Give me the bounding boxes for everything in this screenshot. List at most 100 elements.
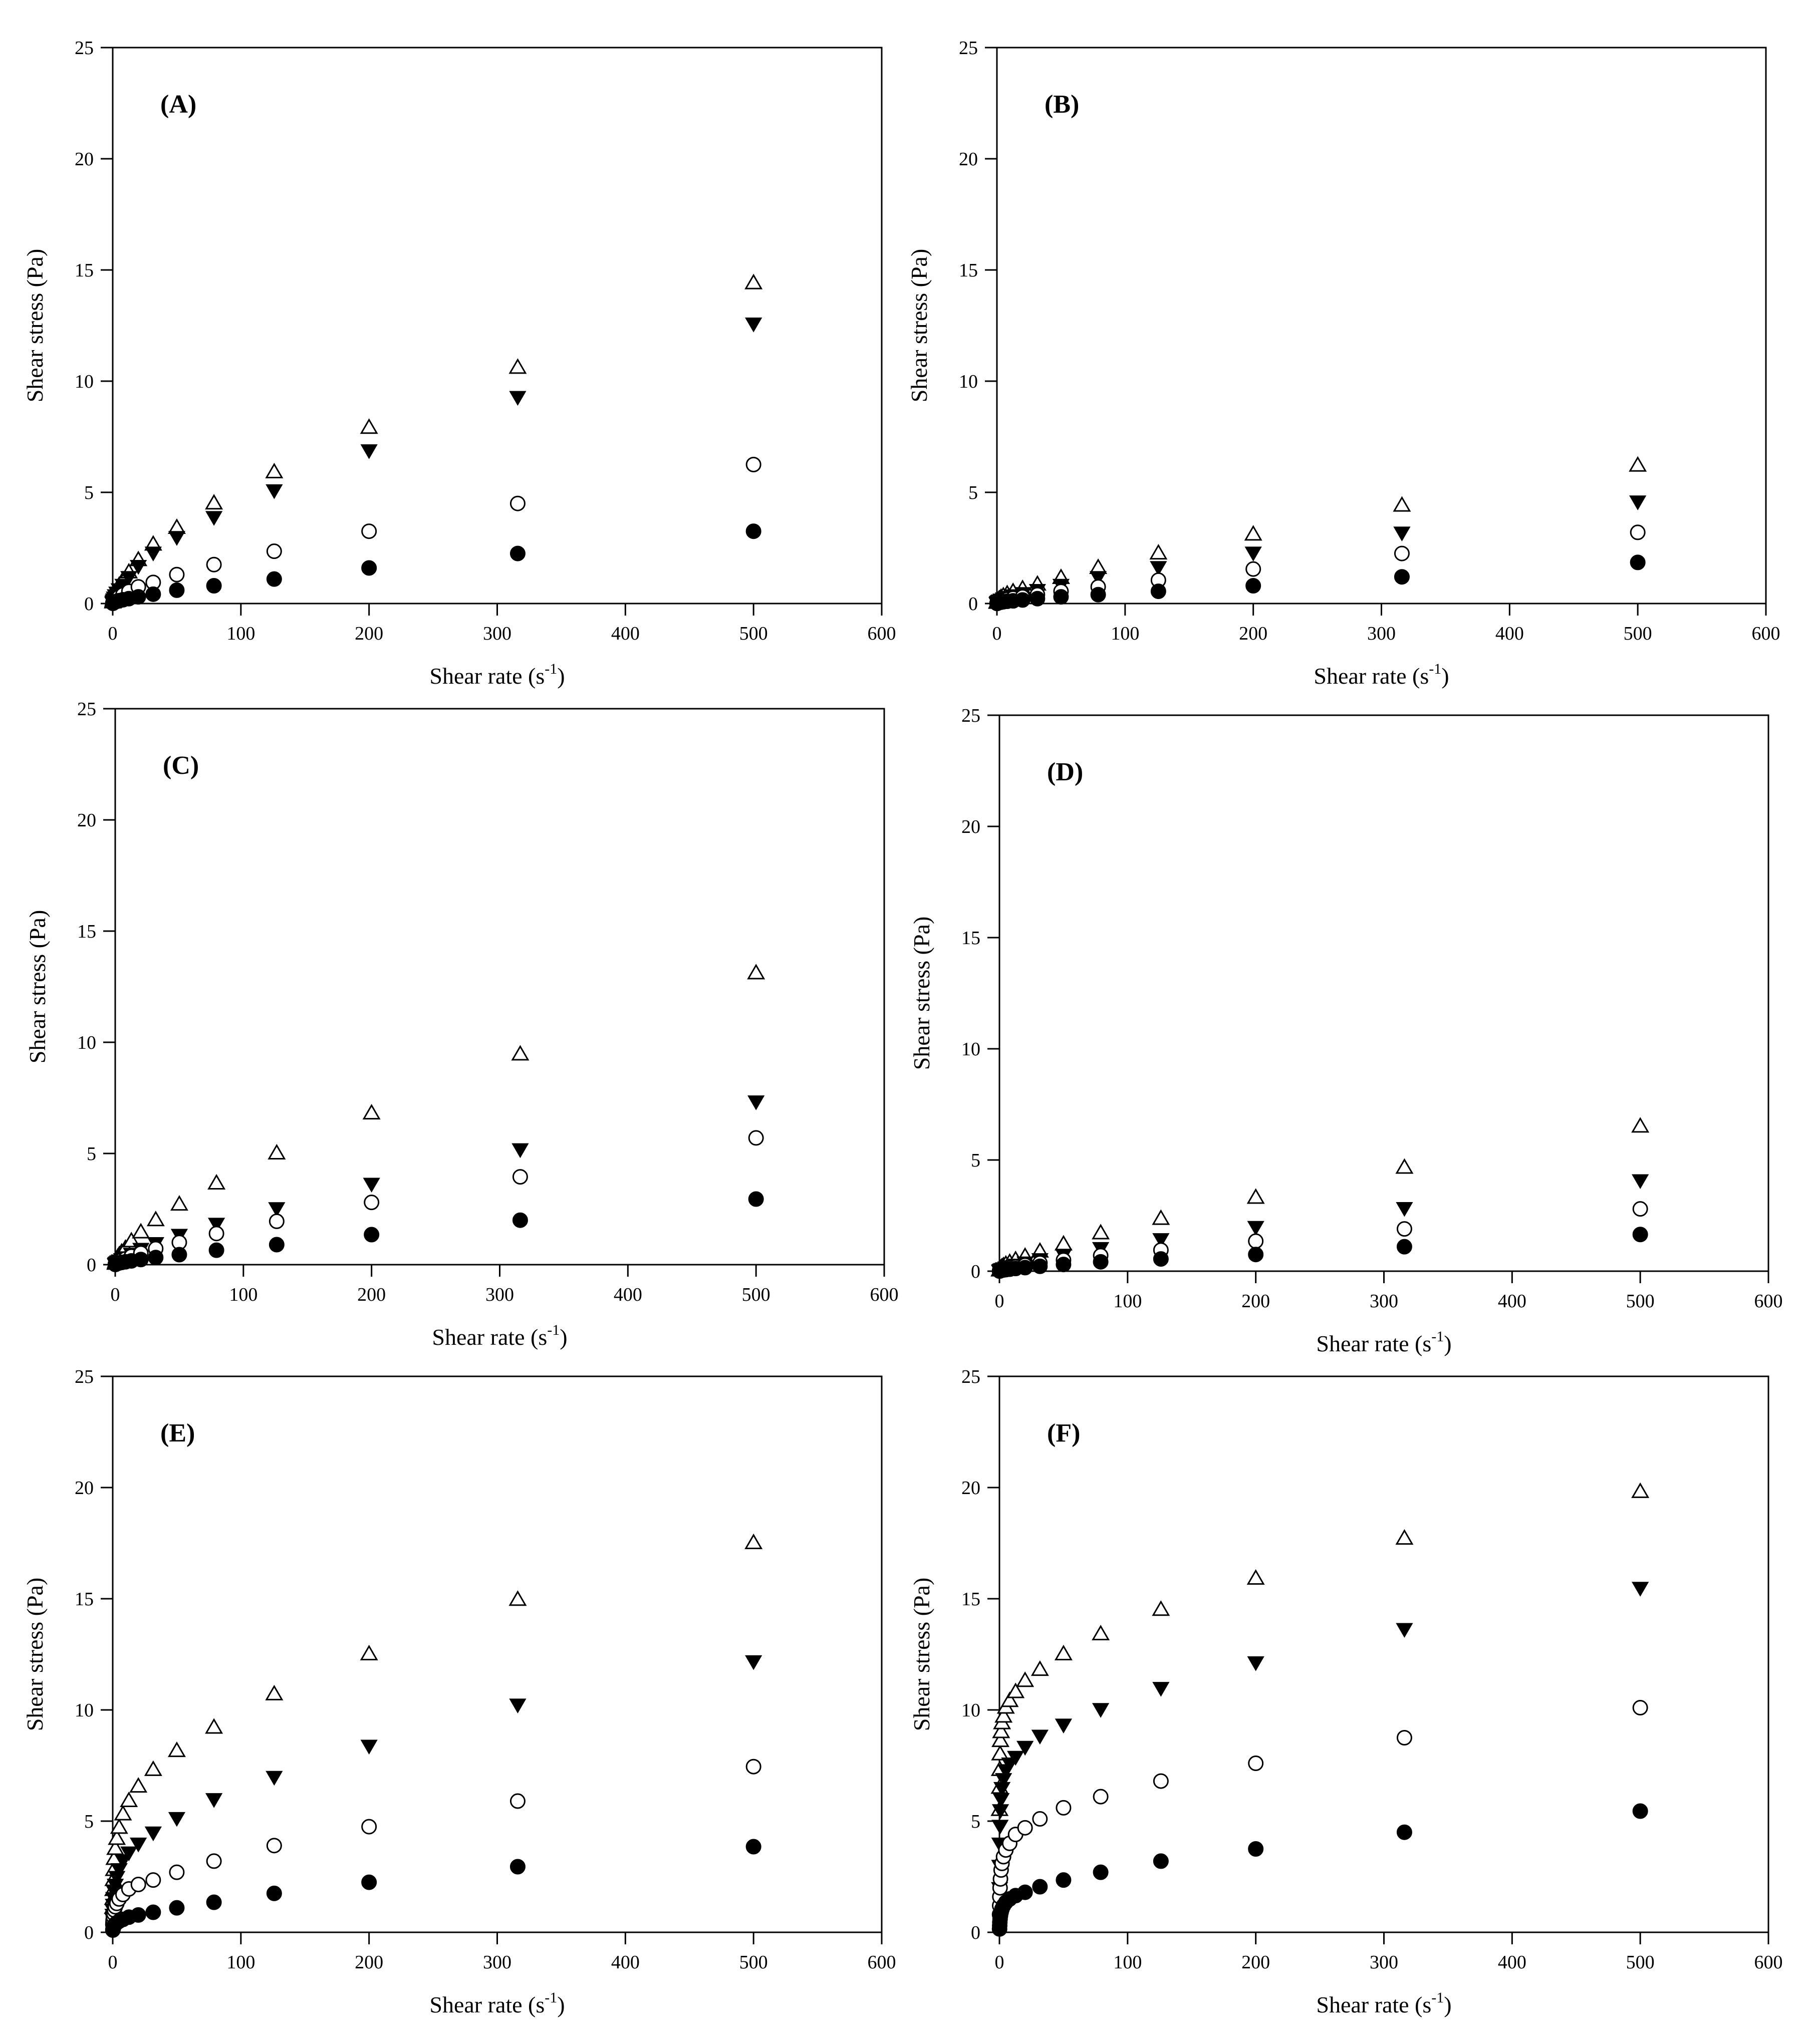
x-axis-label-main: Shear rate (s: [432, 1324, 547, 1350]
panel-c: 0 100 200 300 400 500 600 0 5 10 15 20 25 Shear rate …: [25, 699, 899, 1350]
x-axis-label-superscript: -1: [1431, 1989, 1444, 2006]
x-axis-label-main: Shear rate (s: [1314, 663, 1429, 689]
data-point: [1396, 1239, 1412, 1255]
x-axis-label-end: ): [1444, 1331, 1451, 1356]
x-axis-label-superscript: -1: [547, 1322, 560, 1338]
data-point: [1056, 1800, 1072, 1816]
series-triangle-down-filled: [104, 1655, 762, 1928]
data-point: [1248, 1841, 1264, 1857]
data-point: [1149, 544, 1168, 560]
x-axis-label-end: ): [557, 663, 565, 689]
x-tick-label: 600: [1752, 623, 1780, 644]
x-axis-label-main: Shear rate (s: [429, 663, 545, 689]
data-point: [206, 577, 222, 594]
x-tick-label: 200: [1241, 1952, 1270, 1973]
data-point: [268, 1143, 286, 1159]
data-point: [361, 523, 377, 539]
data-point: [266, 1885, 282, 1901]
y-tick-label: 0: [84, 1922, 94, 1943]
data-point: [206, 1853, 222, 1869]
y-tick-label: 25: [75, 1366, 94, 1387]
data-point: [745, 1839, 761, 1855]
series-triangle-open: [988, 456, 1647, 609]
data-point: [1006, 1682, 1025, 1698]
y-tick-label: 15: [961, 928, 980, 949]
plot-frame: [112, 47, 883, 605]
data-point: [1631, 1117, 1650, 1133]
data-point: [744, 1533, 763, 1549]
data-point: [747, 1095, 765, 1110]
data-point: [1629, 456, 1647, 472]
data-point: [1630, 524, 1646, 540]
data-point: [130, 589, 146, 605]
x-tick-label: 200: [357, 1284, 386, 1305]
y-tick-label: 5: [84, 482, 94, 503]
y-tick-label: 20: [959, 149, 978, 170]
data-point: [1093, 1864, 1109, 1880]
x-tick-label: 300: [1367, 623, 1396, 644]
data-point: [265, 462, 284, 479]
data-point: [1007, 1750, 1024, 1766]
data-point: [130, 1837, 147, 1853]
data-point: [168, 531, 186, 546]
x-tick-label: 600: [1754, 1291, 1783, 1312]
data-point: [269, 1237, 285, 1253]
x-tick-label: 100: [226, 1952, 255, 1973]
x-tick-label: 500: [739, 623, 768, 644]
x-tick-label: 0: [992, 623, 1002, 644]
data-point: [205, 1718, 223, 1734]
data-point: [208, 1242, 224, 1258]
x-tick-label: 400: [1498, 1952, 1526, 1973]
data-point: [205, 511, 223, 526]
data-point: [1631, 1482, 1650, 1498]
data-point: [360, 418, 378, 434]
x-tick-label: 100: [229, 1284, 257, 1305]
data-point: [364, 1195, 380, 1211]
data-point: [361, 1819, 377, 1835]
data-point: [108, 1829, 126, 1845]
y-tick-label: 20: [77, 810, 96, 831]
data-point: [1246, 1188, 1265, 1204]
y-tick-label: 0: [971, 1922, 980, 1943]
series-triangle-open: [990, 1117, 1650, 1277]
data-point: [169, 582, 185, 598]
data-point: [1248, 1233, 1264, 1249]
y-tick-label: 20: [75, 1478, 94, 1499]
data-point: [1090, 587, 1106, 603]
y-tick-label: 15: [75, 1589, 94, 1610]
y-tick-label: 20: [961, 816, 980, 837]
series-circle-filled: [989, 554, 1646, 612]
y-tick-label: 0: [971, 1261, 980, 1282]
y-tick-label: 15: [959, 260, 978, 281]
y-tick-label: 5: [971, 1150, 980, 1171]
data-point: [1632, 1700, 1648, 1716]
x-axis-label: Shear rate (s-1): [1316, 1989, 1451, 2017]
plot-frame: [114, 708, 885, 1266]
data-point: [511, 1045, 530, 1061]
y-tick-label: 25: [961, 1366, 980, 1387]
data-point: [1056, 1257, 1072, 1273]
data-point: [1150, 561, 1167, 576]
x-tick-label: 400: [1495, 623, 1524, 644]
data-point: [509, 1698, 527, 1713]
data-point: [148, 1250, 164, 1266]
x-tick-label: 600: [870, 1284, 899, 1305]
x-axis-label-main: Shear rate (s: [1316, 1331, 1431, 1356]
panel-d: 0 100 200 300 400 500 600 0 5 10 15 20 25 Shear rate …: [909, 705, 1783, 1356]
x-tick-label: 600: [868, 1952, 896, 1973]
data-point: [1152, 1682, 1170, 1697]
data-point: [1394, 569, 1410, 585]
x-tick-label: 400: [611, 1952, 640, 1973]
data-point: [748, 1130, 764, 1146]
data-point: [1247, 1221, 1264, 1236]
x-axis-label: Shear rate (s-1): [1316, 1328, 1451, 1356]
data-point: [171, 1247, 187, 1263]
data-point: [205, 1793, 223, 1808]
x-axis-label-end: ): [560, 1324, 567, 1350]
data-point: [266, 1771, 283, 1786]
data-point: [144, 1760, 162, 1776]
data-point: [120, 1791, 138, 1808]
data-point: [1248, 1247, 1264, 1263]
panel-label: (B): [1045, 90, 1079, 119]
panel-label: (C): [163, 751, 199, 780]
